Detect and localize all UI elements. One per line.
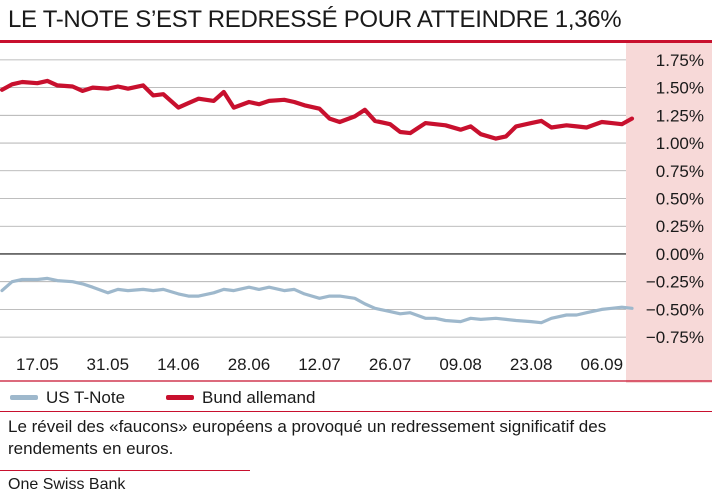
chart-legend: US T-Note Bund allemand [0,384,712,410]
chart-caption: Le réveil des «faucons» européens a prov… [8,417,607,458]
x-tick-label: 31.05 [87,355,130,374]
y-tick-label: −0.25% [646,273,704,292]
grid-lines [0,59,712,382]
us-tnote-line [0,276,634,325]
x-axis-tick-labels: 17.05 31.05 14.06 28.06 12.07 26.07 09.08 23.08… [16,355,623,374]
line-chart: 1.75% 1.50% 1.25% 1.00% 0.75% 0.50% 0.25% 0.00%… [0,43,712,383]
y-tick-label: 0.50% [656,190,704,209]
x-tick-label: 26.07 [369,355,412,374]
y-tick-label: −0.75% [646,328,704,347]
y-tick-label: 0.25% [656,217,704,236]
legend-divider [0,411,712,412]
bund-allemand-line [0,78,635,141]
y-axis-band [626,43,712,383]
x-tick-label: 23.08 [510,355,553,374]
legend-item-bund: Bund allemand [166,388,315,408]
legend-swatch-bund [166,394,194,400]
x-tick-label: 14.06 [157,355,200,374]
x-tick-label: 12.07 [298,355,341,374]
legend-label-bund: Bund allemand [202,388,316,407]
chart-title: LE T-NOTE S’EST REDRESSÉ POUR ATTEINDRE … [8,6,622,33]
caption-divider [0,470,250,471]
y-axis-tick-labels: 1.75% 1.50% 1.25% 1.00% 0.75% 0.50% 0.25% 0.00%… [646,51,704,347]
y-tick-label: −0.50% [646,300,704,319]
y-tick-label: 1.00% [656,134,704,153]
x-tick-label: 09.08 [439,355,482,374]
legend-swatch-us-tnote [10,394,38,400]
y-tick-label: 1.50% [656,79,704,98]
x-tick-label: 06.09 [581,355,624,374]
y-tick-label: 1.75% [656,51,704,70]
series-lines [0,78,635,325]
title-divider [0,40,712,43]
legend-item-us-tnote: US T-Note [10,388,125,408]
chart-source: One Swiss Bank [8,476,126,493]
legend-label-us-tnote: US T-Note [46,388,126,407]
x-tick-label: 17.05 [16,355,59,374]
y-tick-label: 1.25% [656,106,704,125]
x-tick-label: 28.06 [228,355,271,374]
y-tick-label: 0.00% [656,245,704,264]
y-tick-label: 0.75% [656,162,704,181]
